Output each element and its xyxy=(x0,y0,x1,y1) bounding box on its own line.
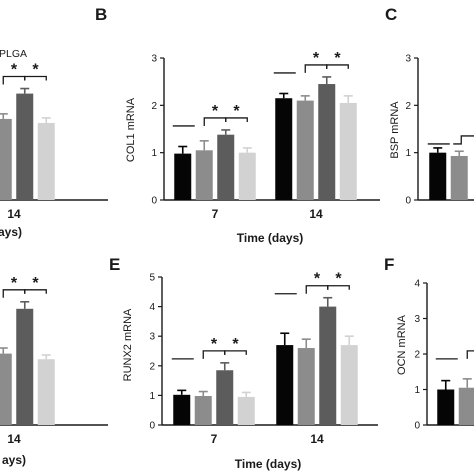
y-tick-label-b: 0 xyxy=(151,196,157,207)
legend-label: PLGA xyxy=(0,48,27,60)
y-axis-label-c: BSP mRNA xyxy=(389,101,401,159)
bar-b-0-1 xyxy=(195,150,213,200)
bar-a-0-1 xyxy=(0,118,12,200)
x-axis-label-b: Time (days) xyxy=(237,231,303,245)
y-tick-label-e: 1 xyxy=(149,391,155,402)
y-tick-label-c: 0 xyxy=(405,196,411,207)
y-tick-label-f: 4 xyxy=(414,279,420,290)
y-tick-label-f: 2 xyxy=(414,350,420,361)
y-tick-label-e: 2 xyxy=(149,361,155,372)
panel-letter-c: C xyxy=(385,5,397,24)
panel-letter-b: B xyxy=(95,5,107,24)
x-tick-label-b: 7 xyxy=(212,207,219,221)
bar-a-0-3 xyxy=(37,122,55,200)
y-tick-label-c: 3 xyxy=(405,54,411,65)
x-tick-label-d: 14 xyxy=(7,432,21,446)
bar-d-0-1 xyxy=(0,353,12,425)
significance-bracket-b xyxy=(326,64,349,69)
bar-f-0-1 xyxy=(458,387,474,425)
bar-d-0-3 xyxy=(37,359,55,425)
y-tick-label-f: 0 xyxy=(414,421,420,432)
y-tick-label-e: 4 xyxy=(149,302,155,313)
panel-letter-f: F xyxy=(384,255,394,274)
significance-star-b: * xyxy=(212,103,219,120)
bar-c-0-0 xyxy=(429,152,447,200)
significance-star-e: * xyxy=(232,336,239,353)
x-axis-label-a: ays) xyxy=(0,225,22,239)
y-tick-label-e: 3 xyxy=(149,332,155,343)
x-tick-label-e: 14 xyxy=(310,432,324,446)
significance-bracket-d xyxy=(24,289,47,294)
y-tick-label-f: 1 xyxy=(414,385,420,396)
y-tick-label-b: 2 xyxy=(151,101,157,112)
y-tick-label-c: 1 xyxy=(405,148,411,159)
bar-f-0-0 xyxy=(437,389,455,425)
bar-e-0-2 xyxy=(216,370,234,425)
bar-e-1-3 xyxy=(340,345,358,425)
significance-bracket-f xyxy=(466,350,474,359)
significance-bracket-e xyxy=(224,350,247,355)
significance-star-b: * xyxy=(313,50,320,67)
y-tick-label-e: 5 xyxy=(149,273,155,284)
significance-bracket-c xyxy=(453,135,474,145)
y-tick-label-b: 3 xyxy=(151,54,157,65)
bar-e-0-0 xyxy=(173,394,191,425)
y-tick-label-e: 0 xyxy=(149,421,155,432)
significance-star-b: * xyxy=(334,50,341,67)
significance-star-b: * xyxy=(233,103,240,120)
bar-b-1-1 xyxy=(296,100,314,200)
x-tick-label-b: 14 xyxy=(309,207,323,221)
bar-e-0-3 xyxy=(237,396,255,425)
bar-e-1-1 xyxy=(297,348,315,425)
bar-a-0-2 xyxy=(16,93,34,200)
x-tick-label-e: 7 xyxy=(211,432,218,446)
x-axis-label-e: Time (days) xyxy=(235,457,301,471)
significance-star-e: * xyxy=(211,336,218,353)
significance-star-a: * xyxy=(32,62,39,79)
y-tick-label-f: 3 xyxy=(414,314,420,325)
bar-b-0-0 xyxy=(174,153,192,200)
bar-c-0-1 xyxy=(450,155,468,200)
y-tick-label-b: 1 xyxy=(151,148,157,159)
y-axis-label-b: COL1 mRNA xyxy=(125,97,137,162)
bar-b-0-3 xyxy=(238,152,256,200)
bar-b-1-3 xyxy=(339,102,357,200)
x-tick-label-a: 14 xyxy=(7,207,21,221)
bar-e-1-2 xyxy=(319,306,337,425)
bar-e-0-1 xyxy=(194,395,212,425)
bar-b-1-0 xyxy=(275,98,293,200)
bar-e-1-0 xyxy=(276,345,294,425)
panel-letter-e: E xyxy=(109,255,120,274)
y-axis-label-e: RUNX2 mRNA xyxy=(122,308,134,381)
significance-star-e: * xyxy=(335,271,342,288)
bar-b-1-2 xyxy=(318,84,336,200)
significance-star-d: * xyxy=(11,275,18,292)
y-axis-label-f: OCN mRNA xyxy=(396,314,408,375)
significance-bracket-a xyxy=(24,75,47,81)
significance-bracket-e xyxy=(327,285,350,290)
significance-star-d: * xyxy=(32,275,39,292)
bar-d-0-2 xyxy=(16,308,34,425)
significance-star-a: * xyxy=(11,62,18,79)
y-tick-label-c: 2 xyxy=(405,101,411,112)
x-axis-label-d: ays) xyxy=(2,453,26,467)
bar-b-0-2 xyxy=(217,134,235,200)
significance-bracket-b xyxy=(225,117,248,122)
significance-star-e: * xyxy=(314,271,321,288)
